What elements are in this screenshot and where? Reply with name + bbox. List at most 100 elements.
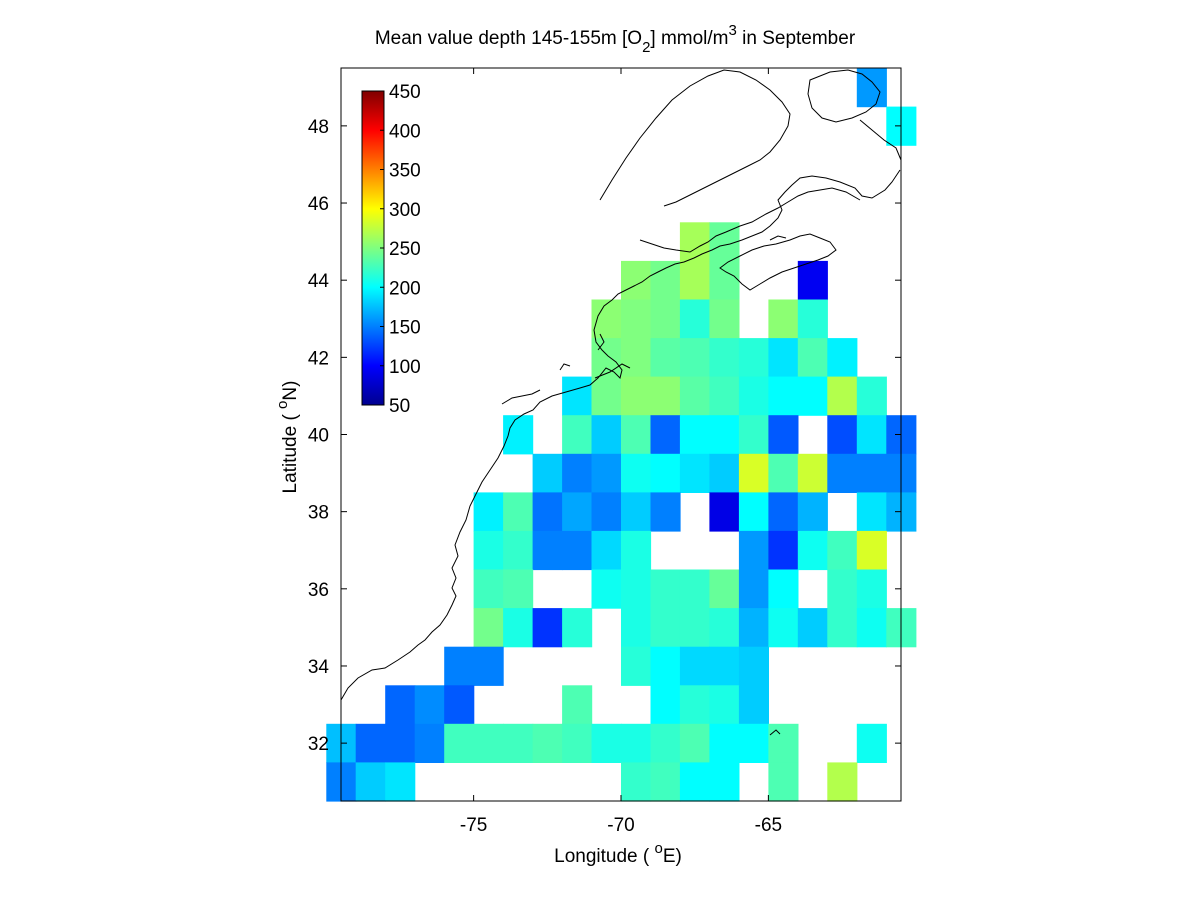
colorbar-ticks: 50 100 150 200 250 300 350 400 450 xyxy=(380,82,421,417)
heatmap-cell xyxy=(473,530,504,571)
heatmap-cell xyxy=(709,762,740,802)
y-tick-label: 38 xyxy=(308,503,329,524)
heatmap-cell xyxy=(562,415,593,455)
chart-title: Mean value depth 145-155m [O2] mmol/m3 i… xyxy=(375,22,856,56)
heatmap-cell xyxy=(385,685,416,725)
heatmap-cell xyxy=(768,299,799,339)
x-tick-label: -65 xyxy=(755,815,782,836)
heatmap-cell xyxy=(738,376,769,416)
heatmap-cell xyxy=(709,569,740,609)
heatmap-cell xyxy=(709,646,740,686)
heatmap-cell xyxy=(591,453,622,493)
heatmap-cell xyxy=(591,530,622,571)
heatmap-cell xyxy=(650,415,681,455)
heatmap-cell xyxy=(562,492,593,532)
heatmap-cell xyxy=(650,685,681,725)
heatmap-cell xyxy=(532,608,563,648)
heatmap-cell xyxy=(621,453,652,493)
heatmap-cell xyxy=(709,608,740,648)
heatmap-cell xyxy=(503,608,534,648)
heatmap-cell xyxy=(738,338,769,378)
heatmap-cell xyxy=(738,530,769,571)
heatmap-cell xyxy=(827,530,858,571)
heatmap-cell xyxy=(503,569,534,609)
heatmap-cell xyxy=(355,723,386,763)
heatmap-cell xyxy=(827,415,858,455)
heatmap-cell xyxy=(738,492,769,532)
y-tick-label: 44 xyxy=(308,271,330,292)
heatmap-cell xyxy=(621,646,652,686)
heatmap-cell xyxy=(679,453,710,493)
heatmap-cell xyxy=(650,338,681,378)
heatmap-cell xyxy=(532,723,563,763)
y-tick-label: 46 xyxy=(308,194,329,215)
x-axis: -75 -70 -65 xyxy=(460,68,782,836)
heatmap-cell xyxy=(679,299,710,339)
x-tick-label: -70 xyxy=(607,815,634,836)
heatmap-cell xyxy=(591,376,622,416)
heatmap-cell xyxy=(797,453,828,493)
heatmap-cell xyxy=(532,492,563,532)
heatmap-cell xyxy=(768,492,799,532)
coastline xyxy=(340,69,902,736)
heatmap-cell xyxy=(503,415,534,455)
y-tick-label: 36 xyxy=(308,580,329,601)
heatmap-cell xyxy=(621,260,652,301)
heatmap-cell xyxy=(532,453,563,493)
heatmap-cell xyxy=(562,723,593,763)
heatmap-cell xyxy=(768,723,799,763)
heatmap-cell xyxy=(621,723,652,763)
heatmap-cell xyxy=(797,530,828,571)
heatmap-cell xyxy=(738,415,769,455)
heatmap-cell xyxy=(679,685,710,725)
heatmap-cell xyxy=(503,723,534,763)
heatmap-cell xyxy=(827,569,858,609)
heatmap-cell xyxy=(650,453,681,493)
heatmap-cell xyxy=(621,569,652,609)
heatmap-cell xyxy=(621,530,652,571)
heatmap-cell xyxy=(768,530,799,571)
plot-area: -75 -70 -65 32 34 36 38 40 42 44 46 48 xyxy=(308,67,917,836)
heatmap-cell xyxy=(679,222,710,262)
heatmap-cell xyxy=(650,646,681,686)
y-axis-label: Latitude ( oN) xyxy=(274,381,301,494)
heatmap-cell xyxy=(797,299,828,339)
heatmap-cell xyxy=(650,762,681,802)
y-tick-label: 40 xyxy=(308,426,329,447)
heatmap-cell xyxy=(827,453,858,493)
heatmap-cell xyxy=(738,646,769,686)
heatmap-cell xyxy=(650,569,681,609)
heatmap-cell xyxy=(621,338,652,378)
colorbar-tick-label: 200 xyxy=(389,278,421,299)
heatmap-cell xyxy=(562,453,593,493)
heatmap-cell xyxy=(856,453,887,493)
heatmap-cell xyxy=(738,685,769,725)
heatmap-cell xyxy=(768,762,799,802)
heatmap-cell xyxy=(856,415,887,455)
heatmap-cell xyxy=(591,723,622,763)
heatmap-cell xyxy=(827,376,858,416)
heatmap-cell xyxy=(621,608,652,648)
heatmap-cell xyxy=(385,762,416,802)
colorbar-tick-label: 350 xyxy=(389,161,421,182)
heatmap-cell xyxy=(621,299,652,339)
heatmap-cell xyxy=(650,376,681,416)
heatmap-cell xyxy=(562,685,593,725)
heatmap-cell xyxy=(709,685,740,725)
y-tick-label: 32 xyxy=(308,734,329,755)
colorbar-tick-label: 400 xyxy=(389,121,421,142)
heatmap-cell xyxy=(650,492,681,532)
heatmap-cell xyxy=(591,299,622,339)
heatmap-cells xyxy=(326,68,917,802)
heatmap-cell xyxy=(591,415,622,455)
heatmap-cell xyxy=(856,530,887,571)
heatmap-cell xyxy=(473,492,504,532)
heatmap-cell xyxy=(532,530,563,571)
heatmap-cell xyxy=(738,608,769,648)
heatmap-cell xyxy=(444,685,475,725)
heatmap-cell xyxy=(856,376,887,416)
heatmap-cell xyxy=(738,569,769,609)
heatmap-cell xyxy=(709,260,740,301)
heatmap-cell xyxy=(797,608,828,648)
heatmap-cell xyxy=(768,376,799,416)
